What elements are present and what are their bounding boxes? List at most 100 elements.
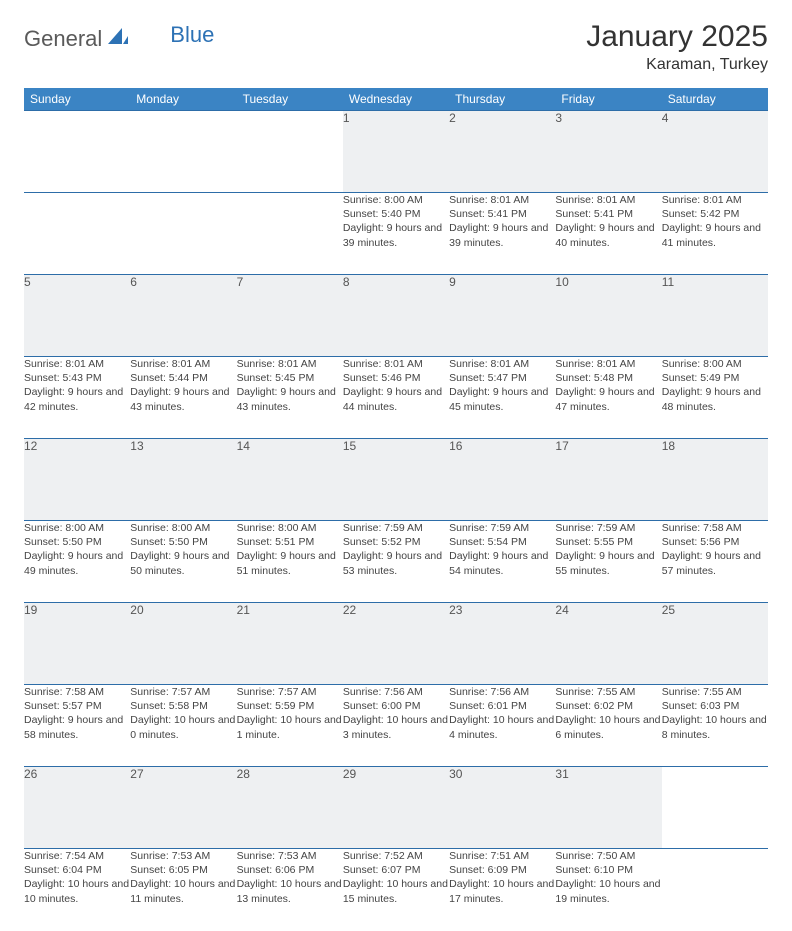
detail-row: Sunrise: 7:58 AMSunset: 5:57 PMDaylight:… <box>24 685 768 767</box>
sunrise-text: Sunrise: 8:01 AM <box>237 357 343 371</box>
title-block: January 2025 Karaman, Turkey <box>586 20 768 74</box>
weekday-header: Tuesday <box>237 88 343 111</box>
day-details: Sunrise: 7:52 AMSunset: 6:07 PMDaylight:… <box>343 849 449 931</box>
sunset-text: Sunset: 5:56 PM <box>662 535 768 549</box>
day-number: 14 <box>237 439 343 521</box>
sunrise-text: Sunrise: 7:59 AM <box>343 521 449 535</box>
sunset-text: Sunset: 5:59 PM <box>237 699 343 713</box>
sunset-text: Sunset: 6:10 PM <box>555 863 661 877</box>
sunset-text: Sunset: 5:45 PM <box>237 371 343 385</box>
daylight-text: Daylight: 9 hours and 40 minutes. <box>555 221 661 249</box>
day-details: Sunrise: 7:54 AMSunset: 6:04 PMDaylight:… <box>24 849 130 931</box>
day-number: 1 <box>343 111 449 193</box>
day-details <box>662 849 768 931</box>
sunrise-text: Sunrise: 7:50 AM <box>555 849 661 863</box>
day-number: 28 <box>237 767 343 849</box>
day-number: 20 <box>130 603 236 685</box>
daynum-row: 19202122232425 <box>24 603 768 685</box>
day-details: Sunrise: 7:55 AMSunset: 6:02 PMDaylight:… <box>555 685 661 767</box>
sunrise-text: Sunrise: 7:57 AM <box>237 685 343 699</box>
day-details: Sunrise: 7:59 AMSunset: 5:52 PMDaylight:… <box>343 521 449 603</box>
day-number: 17 <box>555 439 661 521</box>
sunset-text: Sunset: 5:43 PM <box>24 371 130 385</box>
daylight-text: Daylight: 9 hours and 41 minutes. <box>662 221 768 249</box>
sunrise-text: Sunrise: 7:59 AM <box>555 521 661 535</box>
day-details: Sunrise: 8:00 AMSunset: 5:40 PMDaylight:… <box>343 193 449 275</box>
day-number: 29 <box>343 767 449 849</box>
day-details: Sunrise: 8:01 AMSunset: 5:45 PMDaylight:… <box>237 357 343 439</box>
day-details: Sunrise: 7:51 AMSunset: 6:09 PMDaylight:… <box>449 849 555 931</box>
sunset-text: Sunset: 5:51 PM <box>237 535 343 549</box>
sunset-text: Sunset: 5:50 PM <box>130 535 236 549</box>
day-number: 6 <box>130 275 236 357</box>
weekday-header: Thursday <box>449 88 555 111</box>
day-details: Sunrise: 8:01 AMSunset: 5:41 PMDaylight:… <box>449 193 555 275</box>
sunset-text: Sunset: 5:57 PM <box>24 699 130 713</box>
day-number: 18 <box>662 439 768 521</box>
sunset-text: Sunset: 5:48 PM <box>555 371 661 385</box>
sunset-text: Sunset: 6:07 PM <box>343 863 449 877</box>
weekday-header-row: Sunday Monday Tuesday Wednesday Thursday… <box>24 88 768 111</box>
day-number <box>130 111 236 193</box>
day-details: Sunrise: 7:57 AMSunset: 5:58 PMDaylight:… <box>130 685 236 767</box>
day-number: 23 <box>449 603 555 685</box>
day-number: 19 <box>24 603 130 685</box>
sunrise-text: Sunrise: 7:54 AM <box>24 849 130 863</box>
sunrise-text: Sunrise: 8:01 AM <box>449 357 555 371</box>
day-number: 13 <box>130 439 236 521</box>
day-number: 11 <box>662 275 768 357</box>
daylight-text: Daylight: 10 hours and 17 minutes. <box>449 877 555 905</box>
sunrise-text: Sunrise: 7:57 AM <box>130 685 236 699</box>
sunset-text: Sunset: 6:01 PM <box>449 699 555 713</box>
sunrise-text: Sunrise: 7:55 AM <box>662 685 768 699</box>
logo-text-general: General <box>24 26 102 52</box>
day-number: 4 <box>662 111 768 193</box>
location: Karaman, Turkey <box>586 56 768 74</box>
day-number: 27 <box>130 767 236 849</box>
day-number: 25 <box>662 603 768 685</box>
day-number: 10 <box>555 275 661 357</box>
daynum-row: 262728293031 <box>24 767 768 849</box>
day-details: Sunrise: 8:00 AMSunset: 5:51 PMDaylight:… <box>237 521 343 603</box>
sunrise-text: Sunrise: 8:01 AM <box>555 193 661 207</box>
day-details: Sunrise: 7:53 AMSunset: 6:05 PMDaylight:… <box>130 849 236 931</box>
day-number: 24 <box>555 603 661 685</box>
day-details <box>130 193 236 275</box>
sunrise-text: Sunrise: 8:01 AM <box>449 193 555 207</box>
day-details: Sunrise: 7:56 AMSunset: 6:01 PMDaylight:… <box>449 685 555 767</box>
weekday-header: Friday <box>555 88 661 111</box>
day-number: 12 <box>24 439 130 521</box>
header: General Blue January 2025 Karaman, Turke… <box>24 20 768 74</box>
sunset-text: Sunset: 5:55 PM <box>555 535 661 549</box>
sunset-text: Sunset: 5:58 PM <box>130 699 236 713</box>
daylight-text: Daylight: 9 hours and 55 minutes. <box>555 549 661 577</box>
daylight-text: Daylight: 9 hours and 44 minutes. <box>343 385 449 413</box>
daynum-row: 12131415161718 <box>24 439 768 521</box>
weekday-header: Monday <box>130 88 236 111</box>
day-details: Sunrise: 8:01 AMSunset: 5:43 PMDaylight:… <box>24 357 130 439</box>
day-details: Sunrise: 8:01 AMSunset: 5:41 PMDaylight:… <box>555 193 661 275</box>
sunset-text: Sunset: 6:00 PM <box>343 699 449 713</box>
sunset-text: Sunset: 6:02 PM <box>555 699 661 713</box>
sunset-text: Sunset: 5:42 PM <box>662 207 768 221</box>
day-details: Sunrise: 8:01 AMSunset: 5:46 PMDaylight:… <box>343 357 449 439</box>
daylight-text: Daylight: 9 hours and 39 minutes. <box>449 221 555 249</box>
calendar-table: Sunday Monday Tuesday Wednesday Thursday… <box>24 88 768 931</box>
sunset-text: Sunset: 5:46 PM <box>343 371 449 385</box>
daynum-row: 1234 <box>24 111 768 193</box>
sunset-text: Sunset: 6:03 PM <box>662 699 768 713</box>
sunset-text: Sunset: 5:50 PM <box>24 535 130 549</box>
day-number: 5 <box>24 275 130 357</box>
day-number <box>237 111 343 193</box>
daylight-text: Daylight: 10 hours and 6 minutes. <box>555 713 661 741</box>
sunrise-text: Sunrise: 7:55 AM <box>555 685 661 699</box>
daylight-text: Daylight: 9 hours and 54 minutes. <box>449 549 555 577</box>
sunrise-text: Sunrise: 7:51 AM <box>449 849 555 863</box>
detail-row: Sunrise: 8:00 AMSunset: 5:40 PMDaylight:… <box>24 193 768 275</box>
daylight-text: Daylight: 9 hours and 43 minutes. <box>237 385 343 413</box>
daylight-text: Daylight: 10 hours and 1 minute. <box>237 713 343 741</box>
day-details: Sunrise: 8:01 AMSunset: 5:44 PMDaylight:… <box>130 357 236 439</box>
daylight-text: Daylight: 9 hours and 50 minutes. <box>130 549 236 577</box>
sunset-text: Sunset: 5:44 PM <box>130 371 236 385</box>
daylight-text: Daylight: 10 hours and 3 minutes. <box>343 713 449 741</box>
